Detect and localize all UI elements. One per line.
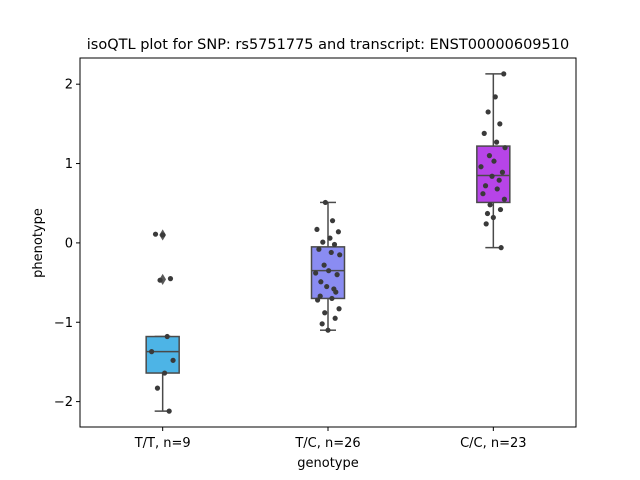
data-point [480, 191, 486, 197]
data-point [326, 268, 332, 274]
data-point [498, 245, 504, 251]
data-point [491, 158, 497, 164]
data-point [322, 310, 328, 316]
data-point [164, 333, 170, 340]
x-axis: T/T, n=9 T/C, n=26 C/C, n=23 [134, 427, 527, 451]
data-point [497, 121, 503, 127]
data-point [485, 109, 491, 115]
data-point [337, 252, 343, 258]
data-point [490, 214, 496, 221]
box-group [145, 229, 180, 412]
x-tick-label: C/C, n=23 [460, 436, 526, 451]
y-axis: −2 −1 0 1 2 [54, 78, 80, 410]
strip-points [149, 71, 508, 414]
box [145, 335, 180, 374]
y-axis-label: phenotype [31, 208, 46, 278]
data-point [318, 279, 324, 285]
data-point [489, 173, 495, 179]
data-point [335, 229, 341, 235]
data-point [331, 241, 338, 248]
data-point [160, 232, 166, 238]
y-tick-label: −1 [54, 316, 73, 331]
data-point [494, 186, 500, 192]
data-point [322, 199, 328, 206]
data-point [317, 293, 323, 299]
data-point [487, 202, 493, 208]
data-point [325, 327, 331, 333]
data-point [501, 71, 507, 77]
y-tick-label: −2 [54, 395, 73, 410]
data-point [482, 183, 489, 189]
data-point [484, 210, 491, 217]
y-tick-label: 2 [65, 78, 73, 93]
data-point [162, 370, 168, 376]
x-axis-label: genotype [297, 456, 358, 471]
data-point [502, 145, 508, 151]
data-point [329, 218, 336, 224]
x-tick-label: T/C, n=26 [294, 436, 360, 451]
data-point [313, 270, 319, 276]
data-point [321, 262, 327, 268]
data-point [154, 385, 161, 391]
data-point [481, 130, 487, 136]
box-series [145, 73, 511, 412]
data-point [316, 246, 322, 252]
data-point [315, 297, 321, 303]
data-point [501, 196, 507, 202]
data-point [170, 357, 176, 363]
data-point [496, 177, 502, 183]
data-point [314, 226, 320, 233]
data-point [166, 408, 172, 414]
x-tick-label: T/T, n=9 [134, 436, 191, 451]
y-tick-label: 0 [65, 236, 73, 251]
data-point [483, 221, 489, 227]
data-point [152, 231, 159, 237]
y-tick-label: 1 [65, 157, 73, 172]
data-point [332, 315, 338, 321]
data-point [333, 289, 339, 295]
data-point [336, 306, 342, 312]
data-point [334, 272, 340, 278]
data-point [328, 249, 334, 256]
data-point [329, 295, 335, 302]
data-point [320, 239, 326, 245]
data-point [499, 169, 506, 175]
data-point [486, 153, 493, 159]
data-point [327, 235, 333, 241]
data-point [319, 321, 325, 327]
data-point [492, 94, 498, 100]
chart-title: isoQTL plot for SNP: rs5751775 and trans… [87, 37, 569, 53]
data-point [478, 164, 484, 170]
data-point [493, 139, 500, 145]
data-point [497, 206, 504, 213]
data-point [157, 277, 163, 283]
data-point [324, 283, 330, 290]
data-point [167, 276, 174, 282]
data-point [149, 349, 155, 355]
